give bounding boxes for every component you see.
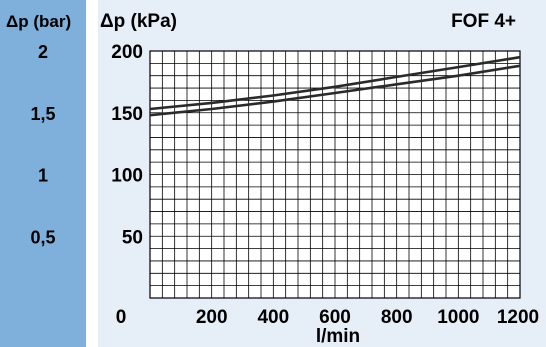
axis-divider xyxy=(86,0,98,347)
series-lines xyxy=(149,55,521,117)
secondary-y-tick-label: 1 xyxy=(38,166,48,186)
x-tick-labels: 0 200 400 600 800 1000 1200 xyxy=(116,307,539,328)
y-axis-label: Δp (kPa) xyxy=(100,11,177,32)
y-tick-label: 200 xyxy=(111,42,143,63)
x-tick-label: 200 xyxy=(196,307,228,328)
x-tick-label: 0 xyxy=(116,307,127,328)
secondary-y-tick-label: 1,5 xyxy=(30,104,55,124)
secondary-y-tick-label: 2 xyxy=(38,42,48,62)
series-line-1 xyxy=(149,55,521,111)
series-line-2 xyxy=(149,64,521,117)
y-tick-label: 50 xyxy=(122,227,143,248)
x-tick-label: 1000 xyxy=(437,307,479,328)
chart-title: FOF 4+ xyxy=(451,11,516,32)
y-tick-label: 150 xyxy=(111,104,143,125)
y-tick-labels: 50 100 150 200 xyxy=(111,42,143,248)
secondary-y-tick-label: 0,5 xyxy=(30,227,55,247)
x-tick-label: 600 xyxy=(319,307,351,328)
secondary-y-axis-label: Δp (bar) xyxy=(6,12,71,31)
x-axis-label: l/min xyxy=(316,326,360,347)
y-tick-label: 100 xyxy=(111,166,143,187)
x-tick-label: 400 xyxy=(257,307,289,328)
bar-axis-strip xyxy=(0,0,86,347)
secondary-y-tick-labels: 0,5 1 1,5 2 xyxy=(30,42,55,247)
x-tick-label: 1200 xyxy=(497,307,539,328)
x-tick-label: 800 xyxy=(381,307,413,328)
